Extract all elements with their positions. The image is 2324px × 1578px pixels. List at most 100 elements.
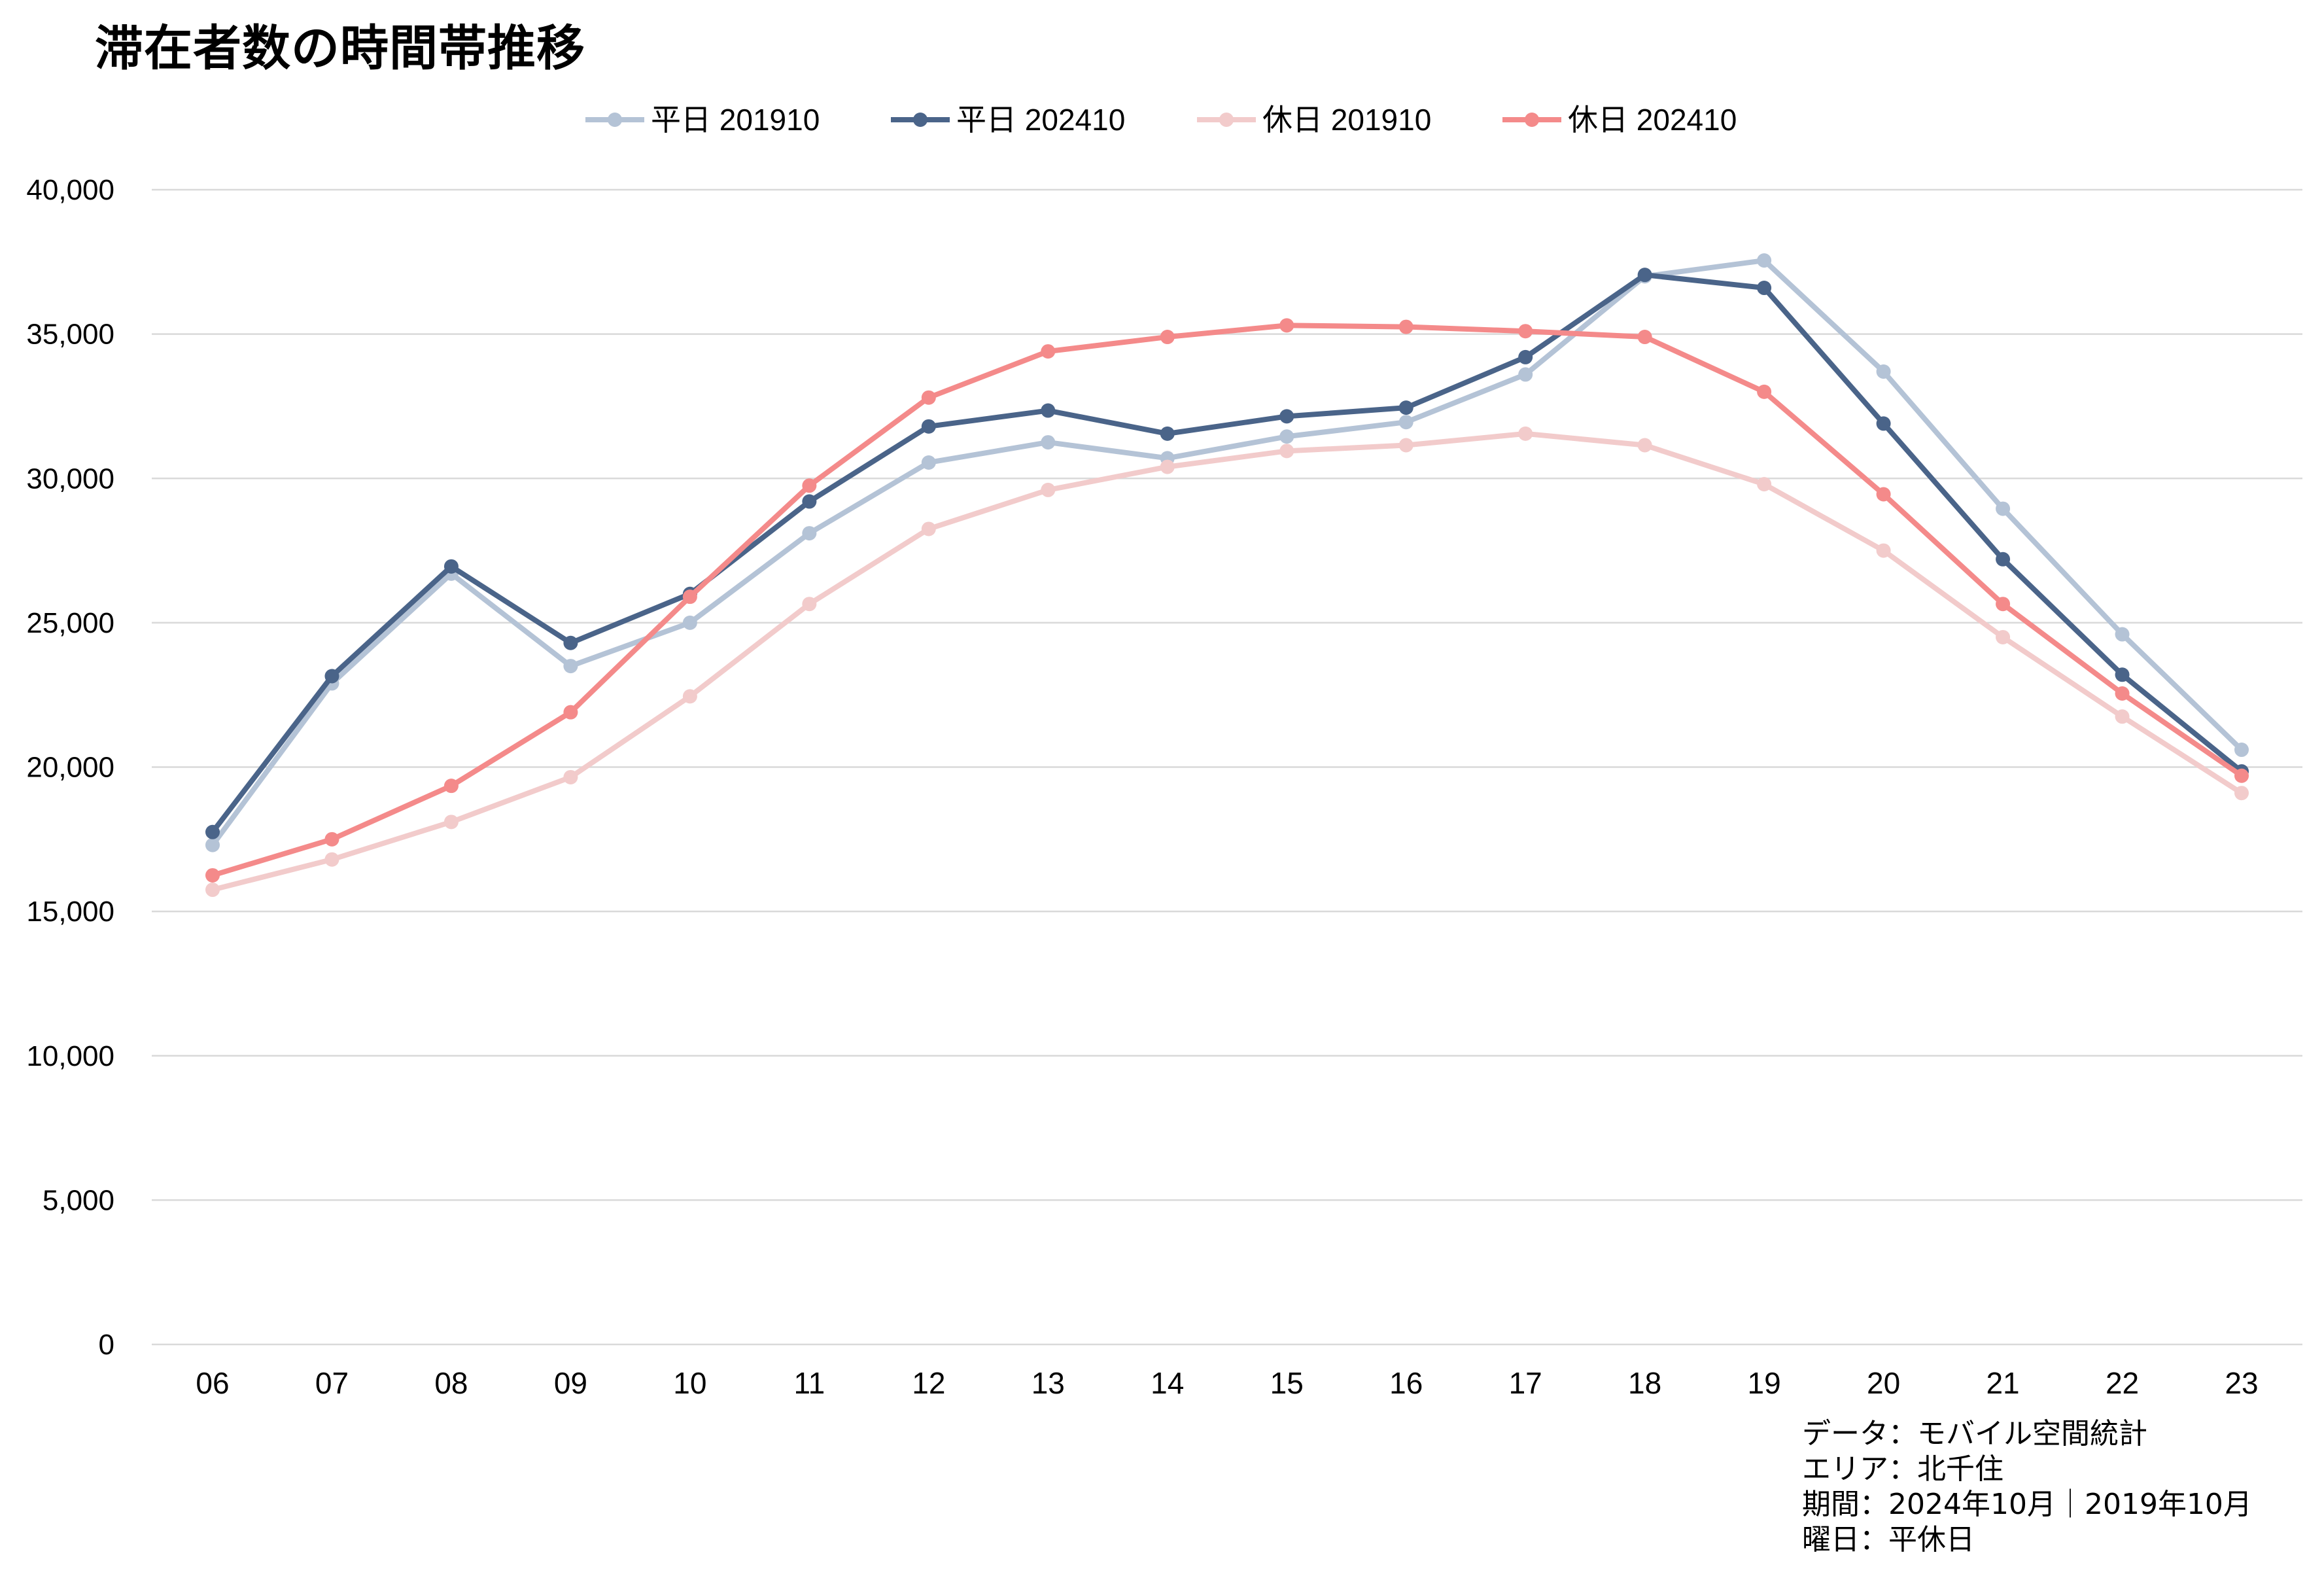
data-point [205, 868, 220, 883]
series-line [210, 258, 2244, 848]
legend-label: 平日 202410 [956, 103, 1125, 137]
data-point [1398, 438, 1413, 453]
data-point [921, 390, 936, 405]
data-point [682, 615, 697, 630]
note-day-type: 曜日：平休日 [1802, 1523, 1975, 1556]
legend-swatch-marker [913, 113, 928, 127]
data-point [921, 521, 936, 536]
note-period: 期間：2024年10月｜2019年10月 [1802, 1488, 2252, 1521]
x-tick-label: 17 [1509, 1366, 1542, 1400]
x-tick-label: 21 [1986, 1366, 2019, 1400]
data-point [921, 455, 936, 470]
note-data-source: データ：モバイル空間統計 [1802, 1417, 2147, 1450]
x-tick-label: 06 [196, 1366, 229, 1400]
legend-label: 休日 201910 [1262, 103, 1431, 137]
series-3 [205, 318, 2249, 883]
data-point [921, 419, 936, 434]
grid-lines [152, 188, 2302, 1346]
data-point [1996, 501, 2011, 516]
data-point [1279, 409, 1294, 424]
data-point [2234, 786, 2249, 801]
y-tick-label: 25,000 [26, 607, 114, 639]
data-point [682, 689, 697, 704]
data-point [1518, 324, 1533, 339]
data-point [1757, 384, 1772, 399]
data-point [324, 832, 339, 847]
data-point [205, 883, 220, 898]
data-point [1160, 426, 1175, 441]
data-point [563, 659, 578, 674]
x-tick-label: 23 [2225, 1366, 2258, 1400]
y-tick-label: 20,000 [26, 752, 114, 784]
x-tick-label: 18 [1628, 1366, 1661, 1400]
data-point [324, 852, 339, 867]
chart-title: 滞在者数の時間帯推移 [95, 20, 585, 77]
series-0 [205, 253, 2249, 852]
data-point [1876, 487, 1891, 502]
data-point [1996, 597, 2011, 612]
x-tick-label: 20 [1867, 1366, 1900, 1400]
data-point [1279, 444, 1294, 459]
series-line [210, 430, 2244, 893]
y-tick-label: 5,000 [43, 1184, 114, 1216]
data-point [1996, 552, 2011, 567]
y-tick-label: 35,000 [26, 319, 114, 351]
legend-item: 休日 201910 [1197, 103, 1431, 137]
data-point [2115, 627, 2130, 642]
data-point [802, 526, 817, 541]
x-tick-label: 13 [1032, 1366, 1065, 1400]
legend-item: 休日 202410 [1502, 103, 1737, 137]
source-notes: データ：モバイル空間統計 エリア：北千住 期間：2024年10月｜2019年10… [1802, 1416, 2252, 1558]
x-tick-label: 19 [1748, 1366, 1781, 1400]
data-point [1041, 482, 1056, 497]
data-point [563, 705, 578, 720]
x-tick-label: 16 [1389, 1366, 1423, 1400]
x-axis-ticks: 06 07 08 09 10 11 12 13 14 15 16 17 18 19 20 21 22 23 [196, 1366, 2258, 1400]
data-point [1876, 364, 1891, 379]
data-point [1518, 426, 1533, 441]
data-point [1160, 330, 1175, 345]
data-point [2115, 709, 2130, 724]
data-point [1637, 438, 1652, 453]
data-point [1518, 349, 1533, 364]
data-point [1876, 543, 1891, 558]
data-point [802, 597, 817, 612]
data-point [1996, 629, 2011, 644]
data-point [1041, 403, 1056, 418]
data-point [563, 769, 578, 784]
data-point [1279, 318, 1294, 333]
x-tick-label: 10 [673, 1366, 706, 1400]
data-point [1398, 400, 1413, 415]
legend-swatch-marker [1219, 113, 1234, 127]
data-point [802, 494, 817, 509]
data-point [324, 669, 339, 684]
data-point [1757, 253, 1772, 268]
data-point [563, 635, 578, 650]
series-1 [205, 268, 2249, 839]
y-tick-label: 15,000 [26, 896, 114, 928]
legend: 平日 201910 平日 202410 休日 201910 休日 202410 [585, 103, 1737, 137]
y-tick-label: 40,000 [26, 174, 114, 206]
legend-label: 休日 202410 [1568, 103, 1737, 137]
data-point [1757, 281, 1772, 296]
data-point [1398, 415, 1413, 430]
data-point [205, 824, 220, 839]
legend-swatch-marker [608, 113, 622, 127]
x-tick-label: 22 [2106, 1366, 2139, 1400]
data-point [443, 815, 459, 830]
data-point [2234, 743, 2249, 758]
y-tick-label: 30,000 [26, 463, 114, 495]
series-line [210, 323, 2244, 878]
x-tick-label: 15 [1270, 1366, 1304, 1400]
legend-item: 平日 201910 [585, 103, 820, 137]
data-point [1398, 319, 1413, 334]
y-axis-ticks: 0 5,000 10,000 15,000 20,000 25,000 30,000 35,0… [26, 174, 114, 1361]
x-tick-label: 11 [793, 1366, 825, 1400]
data-point [1041, 435, 1056, 450]
data-point [1279, 429, 1294, 444]
data-point [682, 589, 697, 605]
legend-label: 平日 201910 [651, 103, 820, 137]
data-point [2115, 686, 2130, 701]
data-point [443, 559, 459, 574]
